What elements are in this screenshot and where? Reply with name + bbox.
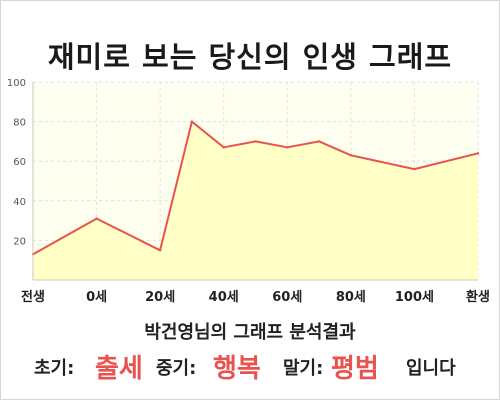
- axis-layer: [32, 82, 478, 281]
- y-tick-label: 40: [13, 197, 26, 208]
- x-tick-label: 100세: [395, 290, 434, 305]
- label-layer: 20 40 60 80 100 전생 0세 20세 40세 60세 80세 100세 환생: [7, 78, 490, 305]
- data-point: [95, 217, 98, 220]
- x-tick-label: 전생: [21, 289, 45, 305]
- life-graph-chart: 20 40 60 80 100 전생 0세 20세 40세 60세 80세 100세 환생: [7, 78, 490, 305]
- data-point: [476, 152, 480, 155]
- data-point: [222, 146, 225, 149]
- data-point: [317, 140, 321, 143]
- x-tick-label: 80세: [336, 290, 366, 305]
- y-tick-label: 60: [13, 157, 26, 168]
- y-tick-label: 20: [13, 236, 26, 247]
- x-tick-label: 환생: [466, 289, 490, 305]
- data-point: [286, 146, 289, 149]
- mid-value: 행복: [213, 354, 261, 384]
- data-point: [413, 167, 416, 171]
- x-tick-label: 60세: [272, 290, 302, 305]
- data-point: [349, 154, 353, 157]
- y-tick-label: 100: [7, 78, 26, 89]
- result-summary: 초기: 출세 중기: 행복 말기: 평범 입니다: [0, 348, 500, 384]
- early-value: 출세: [95, 354, 143, 384]
- x-tick-label: 20세: [145, 290, 175, 305]
- y-tick-label: 80: [13, 118, 26, 129]
- result-ending: 입니다: [406, 358, 456, 379]
- data-point: [254, 140, 257, 143]
- result-title: 박건영님의 그래프 분석결과: [144, 322, 356, 343]
- late-value: 평범: [331, 354, 379, 384]
- late-label: 말기:: [283, 358, 324, 379]
- early-label: 초기:: [34, 358, 75, 379]
- area-layer: [31, 120, 480, 280]
- x-tick-label: 0세: [86, 290, 107, 305]
- mid-label: 중기:: [156, 358, 197, 379]
- data-point: [158, 249, 162, 252]
- data-point: [190, 120, 194, 123]
- x-tick-label: 40세: [209, 290, 239, 305]
- page-title: 재미로 보는 당신의 인생 그래프: [47, 40, 453, 74]
- area-fill: [33, 121, 478, 280]
